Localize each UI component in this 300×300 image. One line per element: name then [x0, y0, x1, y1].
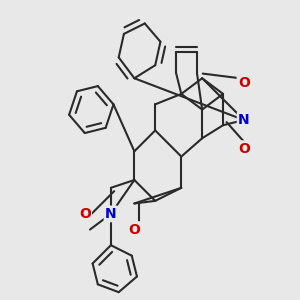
Text: O: O — [238, 142, 250, 156]
Text: O: O — [238, 76, 250, 91]
Text: O: O — [128, 223, 140, 237]
Text: N: N — [105, 207, 117, 221]
Text: O: O — [79, 207, 91, 221]
Text: N: N — [238, 113, 250, 127]
